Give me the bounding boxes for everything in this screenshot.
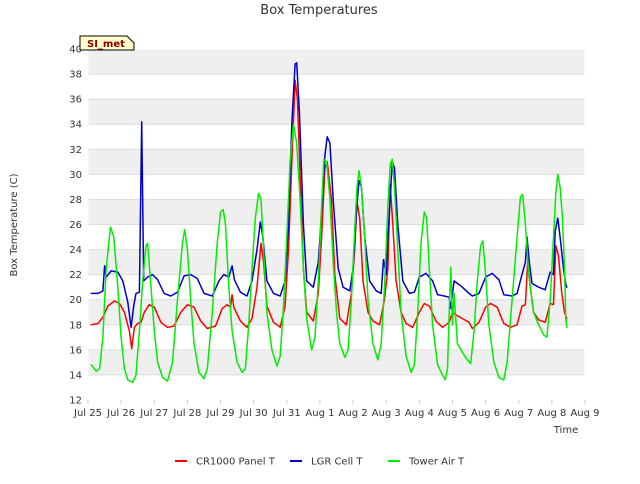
y-tick-label: 12 (69, 396, 82, 407)
y-axis-label: Box Temperature (C) (9, 173, 20, 276)
x-tick-label: Aug 3 (372, 408, 401, 419)
grid-band (88, 49, 585, 75)
plot-area (87, 48, 586, 401)
series-line-0 (90, 79, 568, 350)
legend-label: Tower Air T (408, 457, 465, 468)
x-tick-label: Aug 9 (570, 408, 599, 419)
series-line-1 (90, 62, 568, 329)
x-axis: Jul 25 Jul 26 Jul 27 Jul 28 Jul 29 Jul 30 Jul … (73, 400, 600, 419)
grid-band (88, 349, 585, 375)
legend-label: CR1000 Panel T (196, 457, 276, 468)
site-tag: SI_met (79, 35, 135, 51)
x-tick-label: Aug 5 (438, 408, 467, 419)
grid-band (88, 199, 585, 225)
grid-band (88, 99, 585, 125)
x-tick-label: Jul 29 (206, 408, 235, 419)
y-tick-label: 22 (69, 270, 82, 281)
grid-band (88, 74, 585, 100)
y-axis: 12 14 16 18 20 22 24 26 28 30 32 34 36 38 40 (69, 45, 82, 407)
y-tick-label: 20 (69, 295, 82, 306)
x-tick-label: Aug 8 (537, 408, 566, 419)
y-tick-label: 40 (69, 45, 82, 56)
x-tick-label: Aug 4 (405, 408, 434, 419)
y-tick-label: 24 (69, 245, 82, 256)
site-tag-box (79, 35, 135, 51)
legend-label: LGR Cell T (311, 457, 363, 468)
grid-band (88, 324, 585, 350)
x-tick-label: Jul 30 (239, 408, 268, 419)
y-tick-label: 14 (69, 370, 82, 381)
series-line-2 (90, 123, 568, 384)
y-tick-label: 26 (69, 220, 82, 231)
x-axis-label: Time (553, 425, 578, 436)
y-tick-label: 36 (69, 95, 82, 106)
series-lines (90, 62, 568, 384)
y-tick-label: 38 (69, 70, 82, 81)
y-tick-label: 30 (69, 170, 82, 181)
y-tick-label: 32 (69, 145, 82, 156)
x-tick-label: Jul 31 (272, 408, 301, 419)
y-tick-label: 34 (69, 120, 82, 131)
x-tick-label: Aug 6 (471, 408, 500, 419)
y-tick-label: 28 (69, 195, 82, 206)
grid-band (88, 124, 585, 150)
grid-band (88, 174, 585, 200)
chart-title: Box Temperatures (260, 3, 378, 18)
x-tick-label: Aug 7 (504, 408, 533, 419)
grid-band (88, 374, 585, 400)
y-tick-label: 18 (69, 320, 82, 331)
x-tick-label: Aug 1 (305, 408, 334, 419)
y-tick-label: 16 (69, 345, 82, 356)
grid-band (88, 149, 585, 175)
legend: CR1000 Panel T LGR Cell T Tower Air T (175, 457, 465, 468)
x-tick-label: Jul 27 (139, 408, 168, 419)
x-tick-label: Jul 26 (106, 408, 135, 419)
x-tick-label: Jul 25 (73, 408, 102, 419)
x-tick-label: Aug 2 (339, 408, 368, 419)
site-tag-label: SI_met (87, 39, 125, 50)
x-tick-label: Jul 28 (172, 408, 201, 419)
